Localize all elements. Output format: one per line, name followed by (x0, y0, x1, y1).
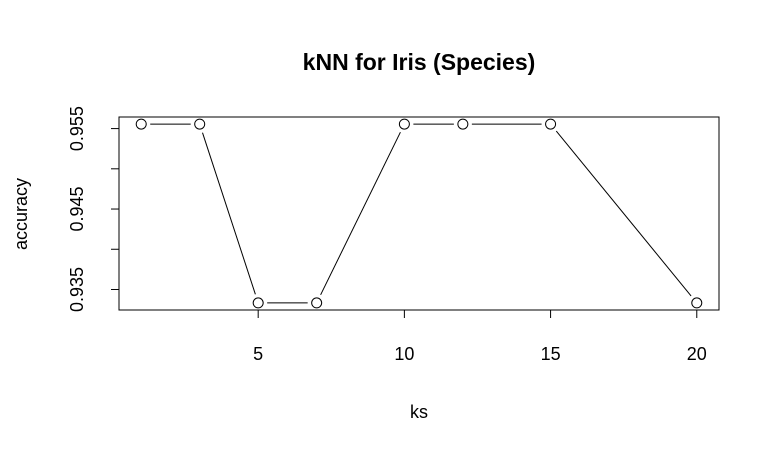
data-point (691, 297, 703, 309)
data-point (398, 118, 410, 130)
plot-frame (118, 116, 720, 311)
series-points (135, 118, 703, 309)
series-segment (555, 130, 692, 297)
series-segment (320, 131, 401, 296)
data-point (194, 118, 206, 130)
data-point (311, 297, 323, 309)
data-point (135, 118, 147, 130)
y-axis: 0.935 0.945 0.955 (67, 106, 120, 312)
y-tick-label: 0.955 (67, 106, 87, 151)
y-tick-label: 0.935 (67, 267, 87, 312)
x-axis: 5 10 15 20 (253, 309, 707, 364)
x-tick-label: 15 (541, 344, 561, 364)
data-point (545, 118, 557, 130)
x-tick-label: 10 (394, 344, 414, 364)
series-lines (150, 123, 692, 304)
x-axis-title: ks (410, 402, 428, 422)
y-axis-title: accuracy (11, 178, 31, 250)
data-point (252, 297, 264, 309)
chart-title: kNN for Iris (Species) (303, 49, 536, 75)
series-segment (202, 132, 256, 295)
data-point (457, 118, 469, 130)
x-tick-label: 5 (253, 344, 263, 364)
y-tick-label: 0.945 (67, 187, 87, 232)
x-tick-label: 20 (687, 344, 707, 364)
